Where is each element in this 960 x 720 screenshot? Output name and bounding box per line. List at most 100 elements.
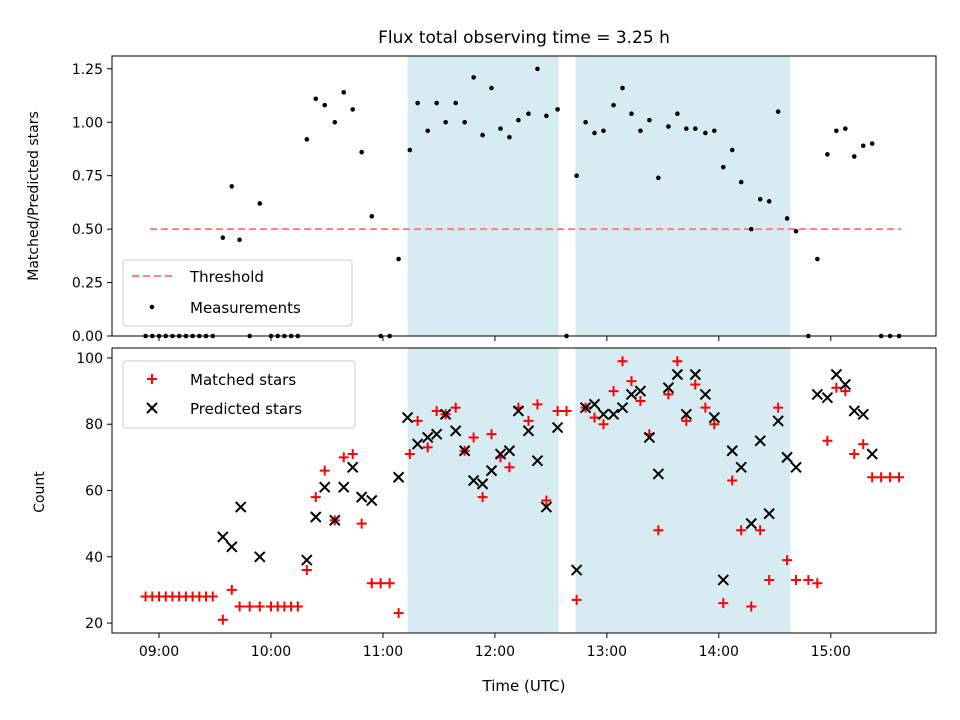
matched-star-point xyxy=(292,601,303,612)
predicted-star-point xyxy=(485,464,498,477)
matched-star-point xyxy=(450,402,461,413)
measurement-point xyxy=(629,111,634,117)
predicted-star-point xyxy=(717,574,729,586)
measurement-point xyxy=(815,256,820,262)
matched-star-point xyxy=(338,452,349,463)
measurement-point xyxy=(341,90,347,95)
matched-star-point xyxy=(486,429,497,440)
predicted-star-point xyxy=(226,541,238,553)
predicted-star-point xyxy=(811,388,824,401)
measurement-point xyxy=(489,85,494,91)
predicted-star-point xyxy=(830,368,843,381)
bottom-predicted-points xyxy=(217,368,878,586)
matched-star-point xyxy=(690,379,701,390)
predicted-star-point xyxy=(745,517,757,530)
matched-star-point xyxy=(561,405,572,416)
measurement-point xyxy=(638,128,643,134)
predicted-star-point xyxy=(726,445,738,457)
matched-star-point xyxy=(301,565,312,576)
bottom-legend: Matched stars Predicted stars xyxy=(122,360,356,429)
predicted-star-point xyxy=(217,531,229,543)
measurement-point xyxy=(396,256,401,262)
bottom-y-tick-label: 40 xyxy=(85,550,103,566)
predicted-star-point xyxy=(329,514,341,527)
bottom-y-tick-label: 100 xyxy=(76,351,103,367)
measurement-point xyxy=(583,119,588,125)
matched-star-point xyxy=(764,574,775,585)
predicted-star-point xyxy=(781,451,793,464)
matched-star-point xyxy=(653,525,664,536)
matched-star-point xyxy=(375,578,386,589)
measurement-point xyxy=(480,132,485,138)
predicted-star-point xyxy=(551,421,564,434)
predicted-star-point xyxy=(401,411,414,424)
matched-star-point xyxy=(635,396,646,407)
measurement-point xyxy=(462,119,467,125)
matched-star-point xyxy=(234,601,245,612)
predicted-star-point xyxy=(735,461,747,474)
predicted-star-point xyxy=(338,481,350,493)
measurement-point xyxy=(407,147,413,153)
predicted-star-point xyxy=(680,408,693,420)
predicted-star-point xyxy=(458,445,471,457)
measurement-point xyxy=(313,96,319,102)
bottom-x-tick-label: 11:00 xyxy=(363,644,403,660)
bottom-x-tick-label: 15:00 xyxy=(811,644,851,660)
matched-star-point xyxy=(681,415,692,426)
matched-star-point xyxy=(746,601,757,612)
matched-star-point xyxy=(700,402,711,413)
top-y-tick-label: 0.50 xyxy=(72,222,103,238)
predicted-star-point xyxy=(671,368,684,381)
measurement-point xyxy=(757,196,763,202)
predicted-star-point xyxy=(512,405,525,417)
predicted-star-point xyxy=(579,401,592,414)
measurement-point xyxy=(834,128,839,134)
predicted-star-point xyxy=(430,428,443,440)
top-panel: Flux total observing time = 3.25 h 0.000… xyxy=(26,28,937,345)
measurement-point xyxy=(647,117,652,123)
top-legend-box xyxy=(122,259,353,327)
matched-star-point xyxy=(803,574,814,585)
matched-star-point xyxy=(727,475,738,486)
matched-star-point xyxy=(393,608,404,619)
measurement-point xyxy=(775,109,781,114)
matched-star-point xyxy=(422,442,433,453)
measurement-point xyxy=(415,100,420,106)
predicted-star-point xyxy=(531,454,544,467)
predicted-star-point xyxy=(254,551,266,563)
measurement-point xyxy=(825,152,830,157)
measurement-point xyxy=(516,117,521,123)
matched-star-point xyxy=(858,439,869,450)
measurement-point xyxy=(498,126,503,131)
bottom-legend-box xyxy=(122,360,356,429)
predicted-star-point xyxy=(319,481,331,493)
top-y-tick-label: 1.00 xyxy=(72,115,103,131)
measurement-point xyxy=(544,113,549,119)
matched-star-point xyxy=(254,601,265,612)
matched-star-point xyxy=(504,462,515,473)
matched-star-point xyxy=(244,601,255,612)
predicted-star-point xyxy=(494,448,507,460)
legend-measurements-swatch xyxy=(149,304,155,310)
matched-star-point xyxy=(626,376,637,387)
measurement-point xyxy=(257,201,263,206)
matched-star-point xyxy=(773,402,784,413)
bottom-shaded-interval-1 xyxy=(575,348,791,633)
predicted-star-point xyxy=(652,468,665,480)
matched-star-point xyxy=(782,555,793,566)
predicted-star-point xyxy=(411,438,424,450)
predicted-star-point xyxy=(540,501,553,513)
measurement-point xyxy=(601,128,606,134)
predicted-star-point xyxy=(301,554,313,566)
bottom-x-axis-label: Time (UTC) xyxy=(482,677,566,695)
predicted-star-point xyxy=(366,494,378,507)
measurement-point xyxy=(535,66,540,72)
predicted-star-point xyxy=(754,435,766,447)
measurement-point xyxy=(843,126,848,131)
predicted-star-point xyxy=(522,425,535,437)
measurement-point xyxy=(748,226,754,232)
measurement-point xyxy=(620,85,625,91)
matched-star-point xyxy=(412,415,423,426)
predicted-star-point xyxy=(235,501,247,513)
bottom-x-tick-label: 09:00 xyxy=(139,644,179,660)
